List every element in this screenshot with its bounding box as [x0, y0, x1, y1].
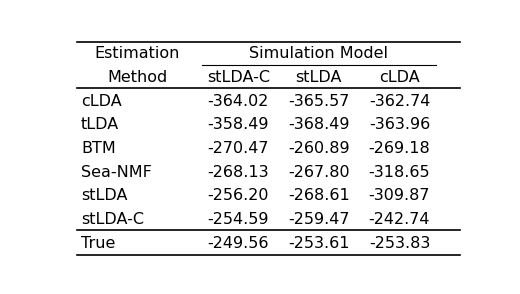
- Text: -365.57: -365.57: [288, 94, 349, 109]
- Text: -362.74: -362.74: [369, 94, 430, 109]
- Text: -253.83: -253.83: [369, 235, 430, 250]
- Text: -260.89: -260.89: [288, 141, 350, 156]
- Text: stLDA: stLDA: [296, 70, 342, 85]
- Text: stLDA-C: stLDA-C: [81, 212, 144, 227]
- Text: -267.80: -267.80: [288, 165, 350, 180]
- Text: tLDA: tLDA: [81, 117, 120, 132]
- Text: cLDA: cLDA: [379, 70, 420, 85]
- Text: BTM: BTM: [81, 141, 116, 156]
- Text: -318.65: -318.65: [369, 165, 431, 180]
- Text: -364.02: -364.02: [207, 94, 269, 109]
- Text: stLDA: stLDA: [81, 188, 127, 203]
- Text: -249.56: -249.56: [207, 235, 269, 250]
- Text: Method: Method: [108, 70, 167, 85]
- Text: -254.59: -254.59: [207, 212, 269, 227]
- Text: Sea-NMF: Sea-NMF: [81, 165, 152, 180]
- Text: stLDA-C: stLDA-C: [207, 70, 270, 85]
- Text: -309.87: -309.87: [369, 188, 430, 203]
- Text: Simulation Model: Simulation Model: [250, 46, 388, 61]
- Text: -256.20: -256.20: [207, 188, 269, 203]
- Text: cLDA: cLDA: [81, 94, 122, 109]
- Text: -268.61: -268.61: [288, 188, 350, 203]
- Text: -270.47: -270.47: [207, 141, 269, 156]
- Text: -368.49: -368.49: [288, 117, 349, 132]
- Text: -363.96: -363.96: [369, 117, 430, 132]
- Text: True: True: [81, 235, 115, 250]
- Text: Estimation: Estimation: [95, 46, 180, 61]
- Text: -259.47: -259.47: [288, 212, 349, 227]
- Text: -253.61: -253.61: [288, 235, 349, 250]
- Text: -242.74: -242.74: [369, 212, 430, 227]
- Text: -269.18: -269.18: [369, 141, 431, 156]
- Text: -268.13: -268.13: [207, 165, 269, 180]
- Text: -358.49: -358.49: [207, 117, 269, 132]
